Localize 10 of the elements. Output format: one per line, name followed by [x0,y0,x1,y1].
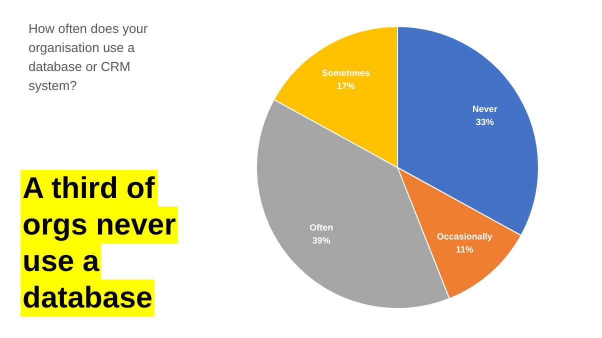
slice-label: Sometimes [322,68,370,78]
slice-label: Never [472,104,498,114]
data-label: 39% [312,236,330,246]
slice-label: Occasionally [436,232,492,242]
slice-label: Often [310,222,334,233]
data-label: 33% [476,116,494,127]
text: A third of orgs never use a database [22,172,176,314]
data-label: 11% [456,244,474,255]
text: How often does your organisation use a database or CRM system? [28,21,148,93]
data-label: 17% [336,81,355,92]
